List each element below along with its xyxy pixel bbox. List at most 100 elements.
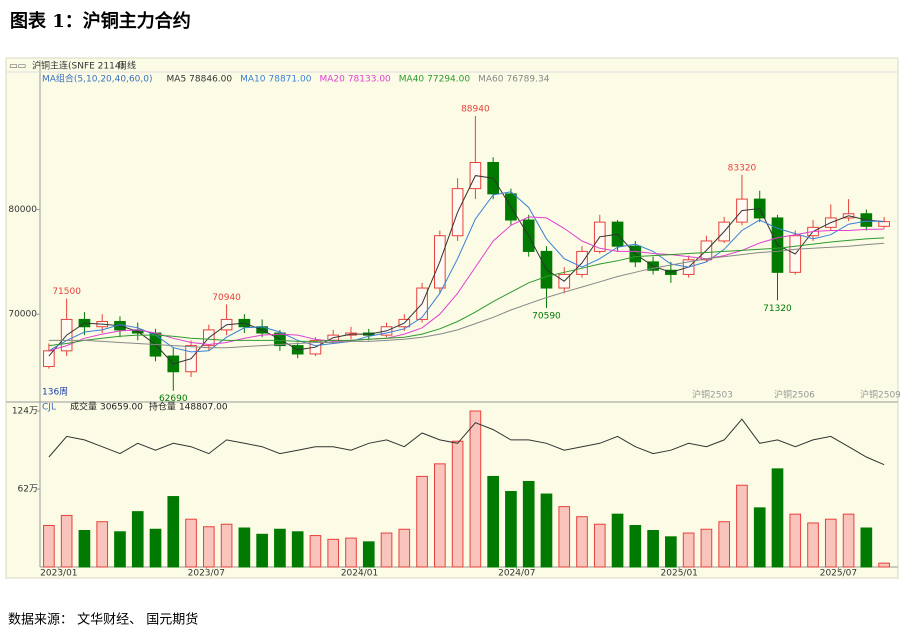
high-label: 83320 bbox=[728, 163, 757, 173]
volume-bar bbox=[362, 541, 375, 568]
x-tick-label: 2024/01 bbox=[341, 569, 378, 579]
volume-bar bbox=[274, 528, 286, 568]
volume-bar bbox=[771, 468, 784, 568]
volume-bar bbox=[700, 528, 713, 568]
legend-value: 78133.00 bbox=[348, 75, 391, 85]
volume-bar bbox=[824, 518, 837, 568]
volume-bar bbox=[256, 533, 268, 568]
volume-bar bbox=[807, 522, 819, 568]
low-label: 70590 bbox=[532, 312, 561, 322]
volume-bar bbox=[114, 531, 126, 568]
open-interest-line bbox=[48, 418, 885, 466]
legend-value: 30659.00 bbox=[100, 403, 143, 413]
candle-body bbox=[43, 350, 55, 368]
legend-name: MA40 bbox=[399, 75, 425, 85]
x-tick-label: 2023/01 bbox=[40, 569, 77, 579]
volume-bar bbox=[238, 527, 251, 568]
y-tick-label: 80000 bbox=[8, 205, 37, 215]
ma-legend-label: MA组合(5,10,20,40,60,0) bbox=[42, 73, 153, 85]
volume-bar bbox=[327, 538, 340, 568]
volume-bar bbox=[665, 536, 677, 568]
ma-line bbox=[48, 237, 885, 347]
volume-bar bbox=[540, 493, 553, 568]
volume-bar bbox=[469, 410, 482, 568]
volume-bar bbox=[842, 513, 855, 568]
volume-bar bbox=[451, 440, 464, 568]
volume-legend-label: CJL bbox=[42, 403, 56, 413]
volume-bar bbox=[398, 528, 411, 568]
x-tick-label: 2023/07 bbox=[188, 569, 225, 579]
volume-bar bbox=[291, 531, 304, 568]
volume-bar bbox=[185, 518, 197, 568]
x-tick-label: 2025/01 bbox=[661, 569, 698, 579]
instrument: 沪铜主连(SNFE 2114) bbox=[32, 60, 124, 72]
volume-bar bbox=[576, 516, 588, 568]
toolbar-icon[interactable]: ▭▭ bbox=[9, 62, 26, 72]
legend-name: 持仓量 bbox=[149, 401, 176, 413]
legend-value: 78871.00 bbox=[269, 75, 312, 85]
period[interactable]: 周线 bbox=[118, 60, 136, 72]
bar-count: 136周 bbox=[42, 387, 68, 398]
volume-bar bbox=[78, 530, 91, 568]
high-label: 70940 bbox=[212, 293, 241, 303]
legend-value: 148807.00 bbox=[179, 403, 228, 413]
high-label: 88940 bbox=[461, 105, 490, 115]
volume-bar bbox=[380, 532, 393, 568]
volume-bar bbox=[860, 527, 873, 568]
y-tick-label: 62万 bbox=[18, 485, 38, 495]
volume-bar bbox=[505, 491, 517, 568]
contract-label: 沪铜2506 bbox=[774, 389, 815, 401]
legend-value: 78846.00 bbox=[189, 75, 232, 85]
source: 数据来源： 文华财经、 国元期货 bbox=[8, 612, 198, 628]
volume-bar bbox=[647, 530, 659, 568]
volume-bar bbox=[789, 513, 802, 568]
y-tick-label: 70000 bbox=[8, 310, 37, 320]
ma-line bbox=[48, 175, 885, 365]
volume-bar bbox=[487, 475, 499, 568]
volume-bar bbox=[611, 513, 624, 568]
legend-value: 77294.00 bbox=[427, 75, 470, 85]
volume-bar bbox=[522, 480, 535, 568]
volume-bar bbox=[682, 532, 695, 568]
volume-bar bbox=[593, 523, 606, 568]
volume-bar bbox=[345, 537, 357, 568]
legend-name: MA10 bbox=[240, 75, 266, 85]
figure-title: 图表 1：沪铜主力合约 bbox=[10, 10, 191, 32]
y-tick-label: 124万 bbox=[12, 407, 38, 417]
legend-name: MA20 bbox=[319, 75, 345, 85]
volume-bar bbox=[558, 506, 571, 568]
volume-bar bbox=[309, 535, 322, 568]
contract-label: 沪铜2503 bbox=[692, 389, 733, 401]
legend-name: 成交量 bbox=[70, 401, 97, 413]
high-label: 71500 bbox=[52, 287, 81, 297]
volume-bar bbox=[43, 524, 55, 568]
volume-bar bbox=[878, 562, 890, 568]
volume-bar bbox=[753, 507, 766, 568]
volume-bar bbox=[629, 524, 642, 568]
legend-name: MA5 bbox=[167, 75, 187, 85]
volume-bar bbox=[131, 511, 144, 568]
ma-line bbox=[48, 242, 885, 349]
volume-bar bbox=[202, 526, 215, 568]
volume-bar bbox=[220, 523, 233, 568]
volume-bar bbox=[416, 475, 428, 568]
low-label: 62690 bbox=[159, 394, 188, 404]
low-label: 71320 bbox=[763, 304, 792, 314]
volume-bar bbox=[167, 496, 180, 568]
candle-body bbox=[878, 221, 890, 227]
volume-bar bbox=[96, 521, 109, 568]
ma-line bbox=[48, 216, 885, 352]
volume-bar bbox=[718, 521, 731, 568]
ma-line bbox=[48, 191, 885, 353]
volume-bar bbox=[149, 528, 162, 568]
legend-name: MA60 bbox=[478, 75, 504, 85]
volume-bar bbox=[434, 463, 446, 568]
contract-label: 沪铜2509 bbox=[860, 389, 901, 401]
x-tick-label: 2025/07 bbox=[820, 569, 857, 579]
x-tick-label: 2024/07 bbox=[498, 569, 535, 579]
volume-bar bbox=[736, 484, 748, 568]
volume-bar bbox=[60, 514, 73, 568]
legend-value: 76789.34 bbox=[506, 75, 549, 85]
